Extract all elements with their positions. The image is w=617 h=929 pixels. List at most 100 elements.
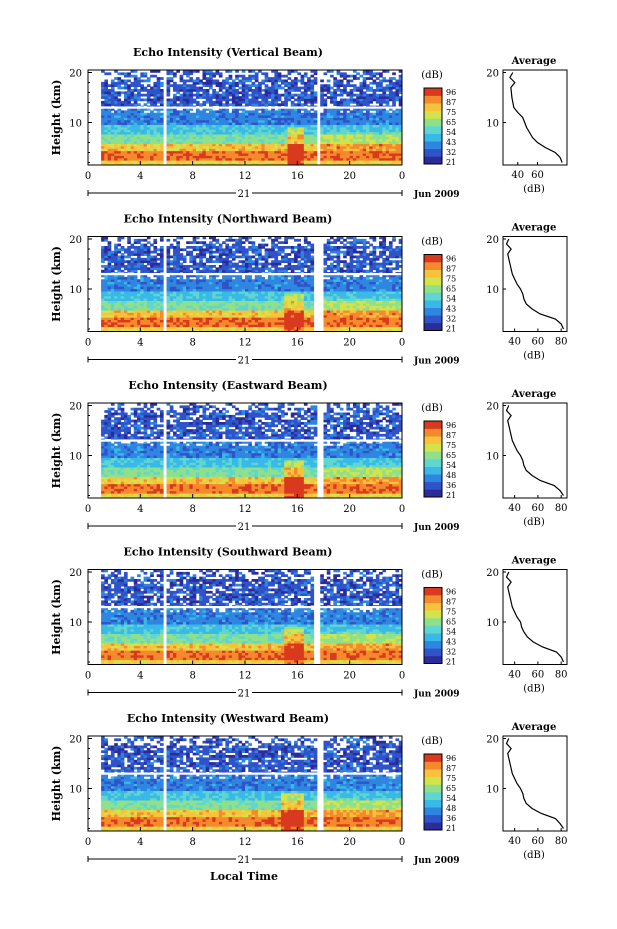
colorbar-tick-label: 21 (446, 658, 456, 667)
x-tick-label: 4 (137, 338, 143, 349)
panel-title: Echo Intensity (Southward Beam) (124, 546, 333, 559)
panel-0: Echo Intensity (Vertical Beam) 20 10 Height… (50, 46, 568, 200)
colorbar-tick-label: 65 (446, 118, 456, 127)
y-axis-label: Height (km) (50, 746, 63, 822)
colorbar-tick-label: 75 (446, 774, 456, 783)
date-label: 21 (238, 522, 251, 533)
colorbar-segment (424, 315, 442, 324)
y-axis-label: Height (km) (50, 246, 63, 322)
x-tick-label: 0 (399, 837, 405, 848)
avg-frame (502, 402, 568, 499)
colorbar-segment (424, 655, 442, 664)
colorbar-segment (424, 277, 442, 286)
x-tick-label: 20 (343, 837, 356, 848)
colorbar-tick-label: 21 (446, 491, 456, 500)
panel-4: Echo Intensity (Westward Beam) 20 10 Height… (50, 712, 568, 866)
avg-y-tick-label: 20 (486, 568, 499, 579)
colorbar-segment (424, 602, 442, 611)
x-tick-label: 16 (291, 671, 304, 682)
colorbar-tick-label: 21 (446, 325, 456, 334)
colorbar-tick-label: 21 (446, 158, 456, 167)
colorbar-segment (424, 617, 442, 626)
avg-profile-line (505, 738, 564, 829)
colorbar-tick-label: 96 (446, 754, 456, 763)
colorbar-segment (424, 133, 442, 142)
colorbar-segment (424, 300, 442, 308)
x-tick-label: 0 (399, 338, 405, 349)
x-tick-label: 4 (137, 671, 143, 682)
colorbar-segment (424, 776, 442, 785)
colorbar-segment (424, 754, 442, 762)
panel-title: Echo Intensity (Vertical Beam) (133, 46, 323, 59)
colorbar-frame (423, 753, 443, 831)
avg-x-tick-label: 60 (532, 836, 545, 847)
colorbar-tick-label: 32 (446, 148, 456, 157)
colorbar-segment (424, 459, 442, 467)
x-tick-label: 0 (85, 671, 91, 682)
avg-y-tick-label: 20 (486, 69, 499, 80)
x-tick-label: 16 (291, 171, 304, 182)
avg-profile-line (505, 571, 565, 663)
data-gap-band (88, 439, 402, 442)
colorbar-segment (424, 421, 442, 429)
month-label: Jun 2009 (413, 856, 460, 866)
x-tick-label: 8 (189, 837, 195, 848)
avg-frame (502, 569, 568, 665)
colorbar-tick-label: 36 (446, 481, 456, 490)
x-tick-label: 4 (137, 171, 143, 182)
colorbar-tick-label: 75 (446, 275, 456, 284)
colorbar-tick-label: 75 (446, 108, 456, 117)
data-gap-band (88, 273, 402, 276)
avg-x-tick-label: 80 (555, 503, 568, 514)
panel-title: Echo Intensity (Eastward Beam) (128, 379, 327, 392)
colorbar-tick-label: 36 (446, 814, 456, 823)
avg-y-tick-label: 10 (486, 785, 499, 796)
colorbar-segment (424, 148, 442, 157)
avg-x-tick-label: 40 (511, 170, 524, 181)
colorbar-unit: (dB) (421, 736, 443, 747)
colorbar-segment (424, 141, 442, 150)
x-tick-label: 12 (239, 504, 252, 515)
avg-x-tick-label: 80 (555, 670, 568, 681)
colorbar-tick-label: 96 (446, 255, 456, 264)
colorbar-segment (424, 648, 442, 657)
colorbar-tick-label: 87 (446, 98, 456, 107)
month-label: Jun 2009 (413, 690, 460, 700)
colorbar-segment (424, 814, 442, 823)
colorbar-unit: (dB) (421, 70, 443, 81)
avg-y-tick-label: 10 (486, 618, 499, 629)
avg-title: Average (511, 389, 557, 400)
colorbar-frame (423, 254, 443, 331)
colorbar-segment (424, 784, 442, 793)
avg-y-tick-label: 20 (486, 402, 499, 413)
colorbar-segment (424, 156, 442, 165)
x-tick-label: 4 (137, 837, 143, 848)
y-axis-label: Height (km) (50, 413, 63, 489)
avg-frame (502, 236, 568, 332)
colorbar-frame (423, 587, 443, 664)
avg-title: Average (511, 556, 557, 567)
avg-y-tick-label: 20 (486, 735, 499, 746)
colorbar-segment (424, 610, 442, 619)
x-tick-label: 20 (343, 504, 356, 515)
avg-profile-line (505, 405, 564, 496)
colorbar-tick-label: 87 (446, 265, 456, 274)
colorbar-tick-label: 96 (446, 88, 456, 97)
date-label: 21 (238, 689, 251, 700)
panel-3: Echo Intensity (Southward Beam) 20 10 Heigh… (50, 546, 568, 700)
colorbar-tick-label: 96 (446, 421, 456, 430)
x-tick-label: 8 (189, 671, 195, 682)
avg-x-label: (dB) (523, 517, 545, 528)
colorbar-frame (423, 420, 443, 498)
colorbar-tick-label: 48 (446, 471, 456, 480)
avg-x-tick-label: 60 (532, 503, 545, 514)
colorbar-tick-label: 48 (446, 804, 456, 813)
avg-x-label: (dB) (523, 684, 545, 695)
colorbar-segment (424, 110, 442, 119)
avg-x-tick-label: 40 (508, 503, 521, 514)
colorbar-segment (424, 769, 442, 778)
x-tick-label: 0 (85, 338, 91, 349)
colorbar-tick-label: 54 (446, 128, 456, 137)
colorbar-segment (424, 428, 442, 437)
